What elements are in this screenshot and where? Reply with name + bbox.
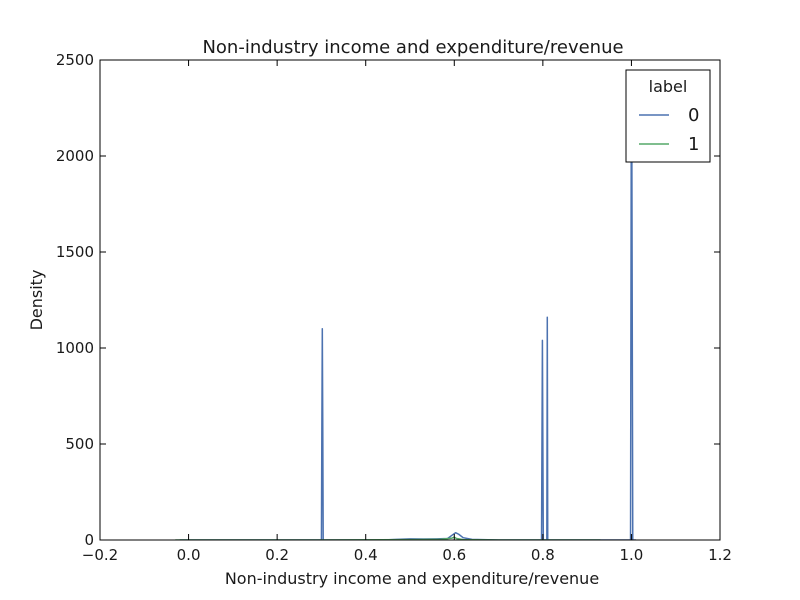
y-tick-label: 1500 bbox=[56, 243, 94, 261]
chart-title: Non-industry income and expenditure/reve… bbox=[202, 37, 623, 58]
x-tick-label: 0.4 bbox=[354, 546, 378, 564]
series-line-0 bbox=[179, 155, 636, 540]
plot-frame bbox=[99, 59, 721, 541]
y-tick-label: 500 bbox=[65, 435, 94, 453]
y-tick-label: 0 bbox=[84, 531, 94, 549]
y-tick-label: 1000 bbox=[56, 339, 94, 357]
x-tick-label: −0.2 bbox=[82, 546, 118, 564]
x-tick-label: 0.6 bbox=[442, 546, 466, 564]
legend: label 0 1 bbox=[625, 69, 711, 163]
x-tick-label: 0.8 bbox=[531, 546, 555, 564]
x-axis-label: Non-industry income and expenditure/reve… bbox=[225, 569, 599, 588]
y-axis-label: Density bbox=[27, 270, 46, 331]
x-tick-label: 1.0 bbox=[619, 546, 643, 564]
legend-label-0: 0 bbox=[688, 105, 699, 126]
tick-layer: −0.2 0.0 0.2 0.4 0.6 0.8 1.0 1.2 0 500 1000 1500 200… bbox=[56, 51, 732, 564]
legend-title: label bbox=[649, 77, 688, 96]
legend-box bbox=[625, 69, 711, 163]
series-layer bbox=[175, 155, 636, 540]
y-tick-label: 2500 bbox=[56, 51, 94, 69]
x-tick-label: 0.0 bbox=[177, 546, 201, 564]
legend-label-1: 1 bbox=[688, 134, 699, 155]
x-tick-label: 0.2 bbox=[265, 546, 289, 564]
x-tick-label: 1.2 bbox=[708, 546, 732, 564]
y-tick-label: 2000 bbox=[56, 147, 94, 165]
